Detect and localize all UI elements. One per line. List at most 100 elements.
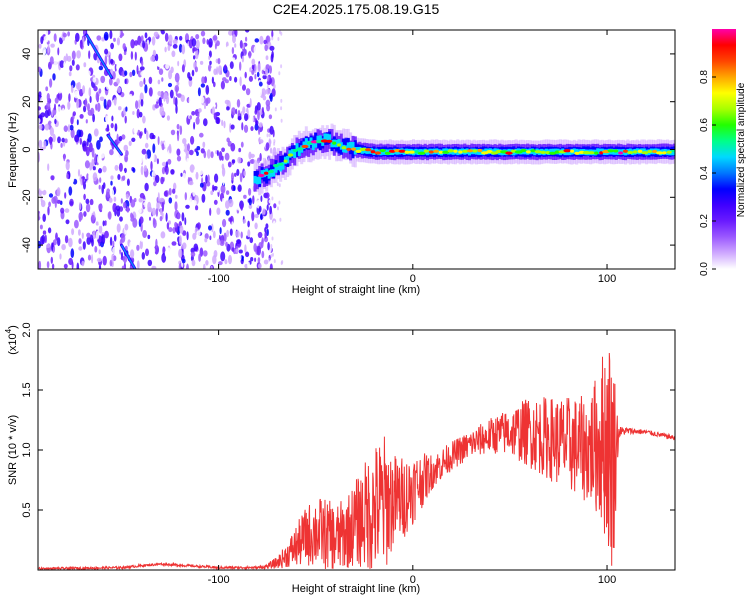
noise-blob — [274, 107, 277, 112]
noise-blob — [198, 166, 204, 176]
noise-blob — [64, 44, 69, 53]
ridge-peak — [477, 148, 483, 153]
noise-blob — [164, 140, 168, 148]
noise-blob — [112, 103, 115, 108]
noise-blob — [107, 99, 112, 108]
noise-blob — [95, 91, 100, 102]
noise-blob — [131, 69, 136, 77]
noise-blob — [157, 91, 162, 96]
noise-blob — [201, 193, 206, 203]
noise-blob — [93, 85, 98, 92]
noise-blob — [115, 30, 121, 38]
noise-blob — [151, 170, 156, 177]
noise-blob — [213, 199, 218, 205]
noise-blob — [254, 257, 257, 262]
noise-blob — [102, 255, 107, 266]
noise-blob — [191, 38, 197, 47]
noise-blob — [99, 177, 102, 183]
noise-blob — [71, 50, 76, 60]
noise-blob — [119, 216, 123, 222]
noise-blob — [240, 204, 243, 211]
noise-blob — [221, 119, 224, 127]
noise-blob — [61, 107, 65, 117]
noise-blob — [151, 152, 155, 162]
noise-blob — [209, 60, 212, 65]
noise-blob — [109, 30, 113, 40]
noise-blob — [89, 96, 92, 103]
noise-blob — [241, 122, 244, 131]
noise-blob — [145, 153, 148, 160]
noise-blob — [101, 37, 105, 42]
spectrogram-x-axis-label: Height of straight line (km) — [292, 284, 420, 296]
noise-blob — [121, 265, 125, 269]
noise-blob — [77, 169, 81, 177]
noise-blob — [38, 260, 42, 269]
noise-blob — [145, 248, 149, 257]
noise-blob — [63, 153, 66, 162]
ridge-cell — [551, 148, 555, 155]
noise-blob — [103, 98, 107, 109]
ridge-cell — [351, 142, 355, 150]
noise-blob — [74, 90, 79, 99]
noise-blob — [214, 42, 217, 50]
noise-blob — [213, 81, 216, 88]
noise-blob — [168, 197, 173, 204]
ridge-cell — [314, 140, 318, 148]
noise-blob — [245, 186, 248, 197]
noise-blob — [44, 234, 47, 244]
noise-blob — [174, 97, 178, 107]
noise-blob — [52, 163, 58, 169]
noise-blob — [149, 189, 153, 200]
ridge-cell — [318, 137, 322, 151]
noise-blob — [159, 216, 163, 222]
snr-y-axis-label: SNR (10 * v/v) — [7, 415, 19, 485]
noise-blob — [74, 134, 80, 143]
ridge-peak — [283, 159, 288, 163]
noise-blob — [94, 262, 99, 269]
noise-blob — [146, 112, 149, 122]
noise-blob — [157, 136, 160, 146]
noise-blob — [178, 112, 181, 118]
noise-blob — [167, 158, 172, 165]
noise-blob — [138, 111, 143, 118]
noise-blob — [189, 198, 192, 208]
noise-blob — [219, 240, 225, 246]
noise-blob — [57, 47, 60, 56]
noise-blob — [262, 208, 266, 216]
snr-plot-area — [38, 352, 675, 570]
noise-blob — [248, 151, 252, 160]
ridge-cell — [598, 148, 602, 155]
noise-blob — [270, 244, 273, 248]
noise-blob — [164, 30, 170, 33]
noise-blob — [189, 115, 192, 120]
noise-blob — [108, 78, 113, 86]
noise-blob — [92, 172, 98, 182]
noise-blob — [148, 95, 151, 101]
noise-blob — [242, 84, 246, 91]
noise-blob — [53, 195, 58, 204]
spectrogram-y-tick-label: 0 — [21, 146, 33, 152]
noise-blob — [150, 55, 156, 62]
noise-blob — [78, 229, 81, 236]
noise-blob — [40, 112, 46, 118]
noise-blob — [98, 265, 102, 269]
noise-blob — [52, 133, 56, 143]
noise-blob — [134, 40, 139, 46]
snr-x-axis-label: Height of straight line (km) — [292, 583, 420, 595]
snr-exponent-base: (x10 — [7, 333, 19, 354]
noise-blob — [250, 257, 254, 262]
ridge-peak — [637, 149, 643, 153]
noise-blob — [269, 45, 275, 51]
ridge-cell — [596, 148, 600, 154]
noise-blob — [67, 31, 70, 37]
noise-blob — [258, 122, 263, 128]
ridge-cell — [330, 139, 334, 148]
ridge-cell — [468, 149, 471, 156]
noise-blob — [222, 197, 225, 205]
noise-blob — [47, 163, 50, 171]
noise-blob — [106, 220, 109, 226]
noise-blob — [168, 227, 173, 233]
noise-blob — [162, 246, 166, 256]
ridge-cell — [673, 149, 675, 156]
noise-blob — [85, 203, 91, 213]
